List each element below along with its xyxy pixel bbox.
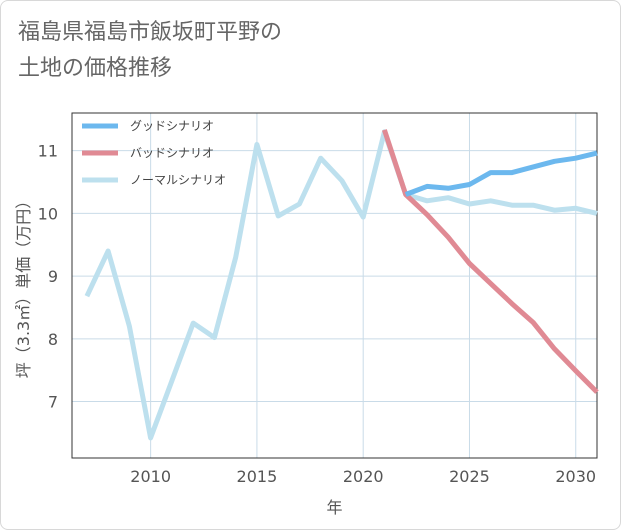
series-lines bbox=[84, 129, 599, 441]
y-tick-label: 11 bbox=[38, 142, 58, 161]
x-tick-label: 2025 bbox=[449, 467, 490, 486]
x-tick-label: 2015 bbox=[237, 467, 278, 486]
y-tick-label: 9 bbox=[48, 267, 58, 286]
y-tick-label: 7 bbox=[48, 393, 58, 412]
x-tick-label: 2010 bbox=[130, 467, 171, 486]
x-axis-label: 年 bbox=[326, 498, 342, 517]
chart-title: 福島県福島市飯坂町平野の 土地の価格推移 bbox=[18, 15, 282, 87]
legend-label-1: バッドシナリオ bbox=[130, 146, 214, 160]
y-axis-label: 坪（3.3㎡）単価（万円） bbox=[14, 193, 33, 378]
legend-label-2: ノーマルシナリオ bbox=[130, 173, 226, 187]
x-tick-label: 2030 bbox=[555, 467, 596, 486]
chart-title-line-1: 福島県福島市飯坂町平野の bbox=[18, 20, 283, 45]
plot-area-frame bbox=[71, 112, 598, 459]
x-axis-ticks: 2010 2015 2020 2025 2030 bbox=[130, 467, 596, 486]
chart-title-line-2: 土地の価格推移 bbox=[18, 56, 173, 81]
series-line-2 bbox=[84, 129, 598, 441]
y-axis-ticks: 7 8 9 10 11 bbox=[38, 142, 58, 412]
series-line-1 bbox=[382, 129, 599, 394]
legend-label-0: グッドシナリオ bbox=[130, 119, 214, 133]
grid-lines bbox=[72, 113, 597, 458]
y-tick-label: 8 bbox=[48, 330, 58, 349]
y-tick-label: 10 bbox=[38, 204, 58, 223]
series-line-0 bbox=[404, 150, 598, 197]
x-tick-label: 2020 bbox=[343, 467, 384, 486]
